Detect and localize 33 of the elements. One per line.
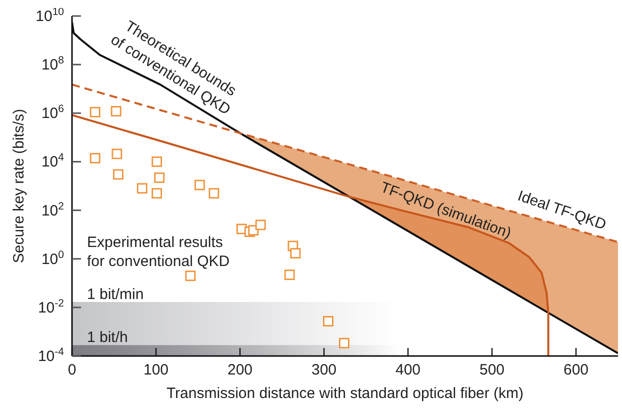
y-tick-label: 10$^{6}$ bbox=[41, 103, 64, 122]
y-tick-label: 10$^{2}$ bbox=[41, 200, 64, 220]
point bbox=[255, 220, 266, 230]
x-tick-label: 0 bbox=[68, 362, 76, 379]
point bbox=[90, 106, 100, 118]
y-axis-title: Secure key rate (bits/s) bbox=[10, 108, 28, 264]
band-label: 1 bit/h bbox=[87, 329, 128, 346]
x-axis-title: Transmission distance with standard optical fiber (km) bbox=[166, 385, 524, 402]
y-tick-label: 10$^{10}$ bbox=[36, 6, 64, 25]
x-tick-label: 400 bbox=[395, 362, 421, 379]
point bbox=[136, 183, 148, 194]
x-tick-label: 300 bbox=[311, 362, 337, 379]
point bbox=[290, 248, 301, 258]
point bbox=[112, 148, 122, 160]
band-label: 1 bit/min bbox=[87, 286, 144, 303]
point bbox=[154, 172, 165, 183]
point bbox=[338, 338, 350, 348]
x-tick-label: 200 bbox=[227, 362, 253, 379]
x-tick-label: 600 bbox=[563, 362, 589, 379]
x-tick-label: 500 bbox=[479, 362, 505, 379]
y-tick-label: 10$^{4}$ bbox=[41, 152, 64, 171]
point bbox=[323, 316, 334, 326]
x-tick-label: 100 bbox=[143, 362, 169, 379]
y-tick-label: 10$^{0}$ bbox=[41, 248, 64, 268]
series-label: Experimental results for conventional QKD bbox=[87, 234, 230, 270]
point bbox=[185, 270, 196, 282]
y-tick-label: 10$^{8}$ bbox=[41, 54, 64, 74]
point bbox=[284, 270, 295, 280]
y-tick-label: 10$^{-2}$ bbox=[38, 297, 64, 316]
point bbox=[90, 152, 100, 164]
y-tick-label: 10$^{-4}$ bbox=[38, 346, 64, 365]
point bbox=[194, 180, 205, 190]
line-series bbox=[72, 114, 550, 356]
